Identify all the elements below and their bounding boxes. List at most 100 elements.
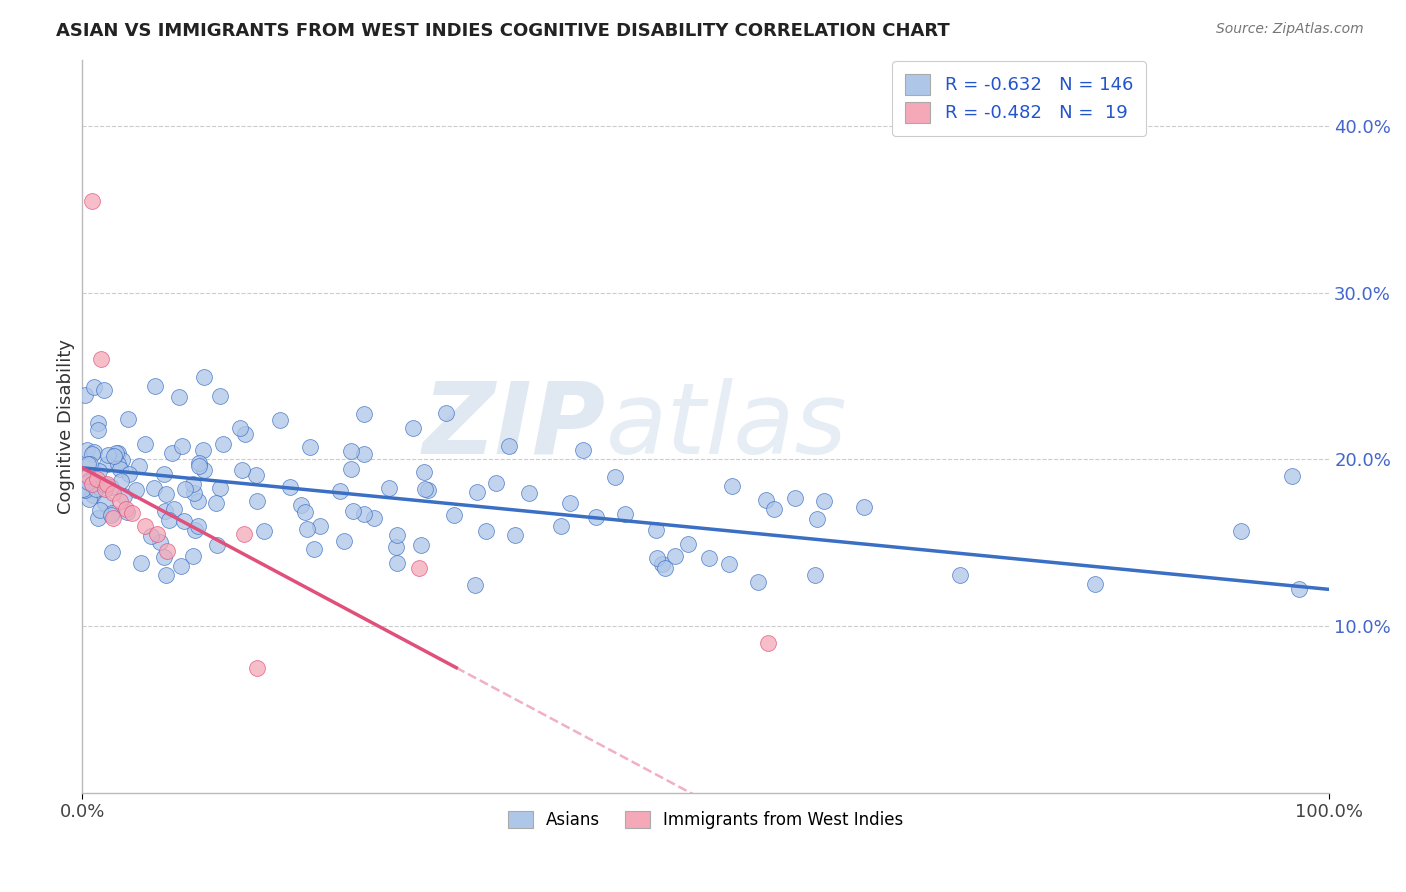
Point (1230, 524, 1253, 539)
Point (408, 560, 430, 574)
Point (76, 442, 98, 457)
Point (852, 500, 875, 514)
Point (246, 661, 269, 675)
Point (153, 503, 176, 517)
Point (149, 535, 172, 549)
Point (572, 443, 595, 458)
Point (465, 485, 488, 500)
Point (77, 469, 100, 483)
Point (87, 416, 110, 430)
Point (77, 475, 100, 489)
Point (128, 459, 150, 474)
Point (134, 519, 156, 533)
Point (82, 447, 104, 461)
Point (96, 457, 118, 471)
Point (402, 420, 425, 434)
Point (756, 636, 779, 650)
Point (1084, 577, 1107, 591)
Point (550, 518, 572, 533)
Point (387, 556, 409, 570)
Point (117, 412, 139, 426)
Point (114, 502, 136, 516)
Point (193, 463, 215, 477)
Point (647, 550, 669, 565)
Point (209, 481, 232, 495)
Point (411, 538, 433, 552)
Point (100, 480, 122, 494)
Point (299, 440, 322, 454)
Y-axis label: Cognitive Disability: Cognitive Disability (58, 339, 75, 514)
Point (605, 470, 627, 484)
Point (103, 449, 125, 463)
Point (108, 494, 131, 508)
Point (160, 445, 183, 459)
Point (697, 550, 720, 565)
Point (558, 495, 581, 509)
Point (89, 503, 111, 517)
Point (142, 481, 165, 495)
Point (124, 483, 146, 497)
Point (209, 389, 232, 403)
Point (505, 528, 527, 542)
Point (416, 483, 439, 497)
Point (153, 467, 176, 481)
Point (295, 522, 318, 536)
Point (783, 491, 806, 505)
Point (353, 407, 375, 421)
Point (75, 483, 97, 497)
Point (79, 492, 101, 507)
Point (253, 524, 276, 538)
Point (229, 421, 252, 435)
Point (100, 508, 122, 523)
Point (294, 504, 316, 518)
Point (90, 352, 112, 367)
Point (93, 483, 115, 497)
Point (191, 443, 214, 458)
Point (278, 480, 301, 494)
Point (443, 508, 465, 522)
Point (806, 512, 828, 526)
Point (413, 465, 436, 479)
Point (108, 462, 131, 476)
Text: atlas: atlas (606, 377, 848, 475)
Point (762, 502, 785, 516)
Point (290, 498, 312, 512)
Point (464, 578, 486, 592)
Point (434, 406, 457, 420)
Point (86, 472, 108, 486)
Point (1288, 582, 1310, 596)
Point (156, 544, 179, 558)
Point (340, 462, 363, 476)
Point (79, 457, 101, 471)
Point (82, 487, 104, 501)
Point (339, 444, 361, 458)
Point (155, 568, 177, 582)
Point (157, 513, 180, 527)
Point (103, 485, 125, 500)
Point (83, 379, 105, 393)
Point (143, 379, 166, 393)
Point (385, 541, 408, 555)
Point (353, 447, 375, 461)
Point (94, 496, 117, 510)
Point (193, 369, 215, 384)
Point (363, 511, 385, 525)
Point (949, 567, 972, 582)
Point (111, 452, 134, 467)
Point (187, 458, 209, 473)
Point (245, 468, 267, 483)
Point (654, 561, 676, 575)
Point (146, 527, 169, 541)
Point (139, 529, 162, 543)
Text: ASIAN VS IMMIGRANTS FROM WEST INDIES COGNITIVE DISABILITY CORRELATION CHART: ASIAN VS IMMIGRANTS FROM WEST INDIES COG… (56, 22, 950, 40)
Point (231, 462, 253, 476)
Point (329, 483, 352, 498)
Point (82, 194, 104, 209)
Point (498, 439, 520, 453)
Point (1281, 469, 1303, 483)
Point (107, 446, 129, 460)
Point (152, 550, 174, 565)
Point (519, 486, 541, 500)
Point (112, 489, 135, 503)
Point (585, 510, 607, 524)
